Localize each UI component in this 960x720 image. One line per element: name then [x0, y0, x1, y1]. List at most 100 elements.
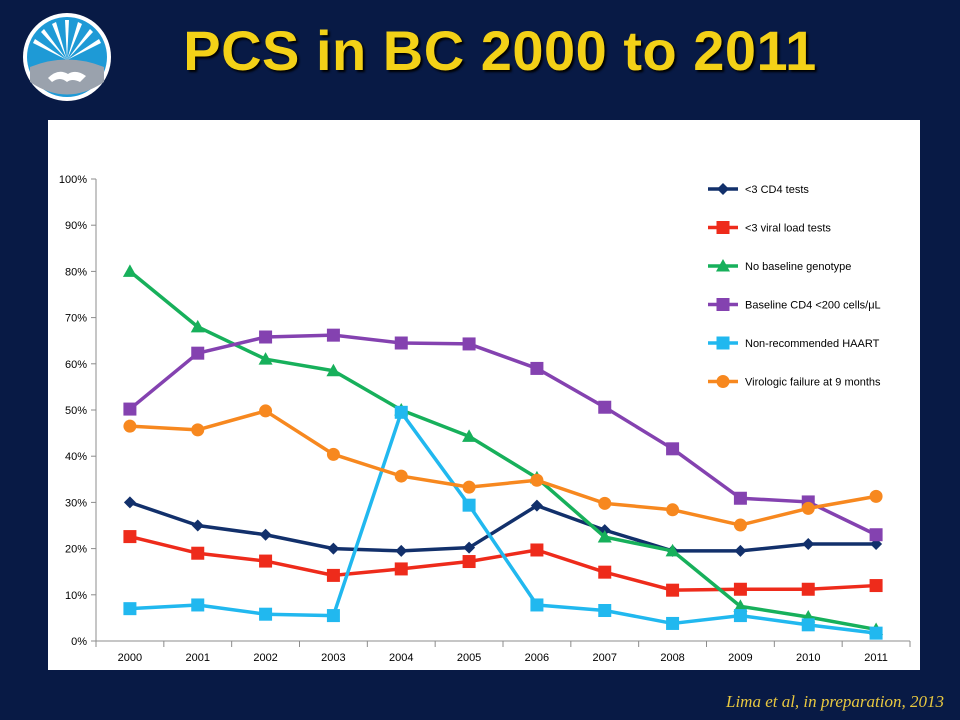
x-tick-label: 2000	[118, 652, 142, 664]
legend-entry: Baseline CD4 <200 cells/μL	[708, 298, 881, 312]
y-tick-label: 0%	[71, 636, 87, 648]
data-point	[462, 480, 476, 494]
organization-logo	[23, 13, 111, 101]
legend-marker	[716, 336, 730, 350]
data-point	[258, 352, 273, 365]
data-point	[191, 546, 205, 560]
data-point	[394, 336, 408, 350]
legend-label: Baseline CD4 <200 cells/μL	[745, 300, 881, 312]
data-point	[666, 616, 680, 630]
series-line	[128, 270, 877, 632]
legend-entry: No baseline genotype	[708, 259, 851, 273]
data-point	[394, 469, 408, 483]
data-point	[259, 404, 273, 418]
data-point	[530, 598, 544, 612]
chart-panel: 0% 10% 20% 30% 40% 50% 60% 70% 80% 90% 100% 2000 200…	[48, 120, 920, 670]
data-point	[733, 491, 747, 505]
data-point	[326, 447, 340, 461]
data-point	[326, 328, 340, 342]
data-point	[394, 405, 408, 419]
legend-label: Non-recommended HAART	[745, 338, 880, 350]
data-point	[259, 528, 272, 541]
data-point	[530, 499, 543, 512]
series-3-viral-load-tests	[123, 530, 883, 597]
legend-marker	[716, 259, 730, 272]
slide-title: PCS in BC 2000 to 2011	[183, 19, 817, 82]
line-chart: 0% 10% 20% 30% 40% 50% 60% 70% 80% 90% 100% 2000 200…	[59, 174, 911, 664]
data-point	[666, 442, 680, 456]
data-point	[123, 419, 137, 433]
legend-label: <3 CD4 tests	[745, 184, 809, 196]
data-point	[598, 604, 612, 618]
y-tick-label: 100%	[59, 174, 87, 186]
data-point	[666, 503, 680, 517]
legend-label: <3 viral load tests	[745, 223, 831, 235]
data-point	[801, 582, 815, 596]
series-line	[129, 409, 877, 527]
data-point	[869, 626, 883, 640]
data-point	[191, 519, 204, 532]
data-point	[462, 498, 476, 512]
citation: Lima et al, in preparation, 2013	[725, 692, 944, 711]
x-tick-label: 2011	[864, 652, 888, 664]
data-point	[462, 337, 476, 351]
legend-label: No baseline genotype	[745, 261, 851, 273]
legend-entry: Virologic failure at 9 months	[708, 375, 881, 389]
data-point	[259, 554, 273, 568]
data-point	[123, 530, 137, 544]
series-line	[128, 333, 877, 537]
data-point	[869, 579, 883, 593]
data-point	[598, 496, 612, 510]
legend-entry: <3 viral load tests	[708, 221, 831, 235]
series-no-baseline-genotype	[122, 264, 884, 635]
data-point	[190, 319, 205, 333]
data-point	[734, 544, 747, 557]
legend-marker	[717, 183, 729, 195]
data-point	[870, 537, 883, 550]
data-point	[191, 346, 205, 360]
data-point	[530, 361, 544, 375]
data-point	[123, 496, 136, 509]
data-point	[733, 582, 747, 596]
data-point	[259, 330, 273, 344]
y-tick-label: 60%	[65, 359, 87, 371]
data-point	[530, 543, 544, 557]
series-3-cd4-tests	[123, 496, 883, 557]
series-virologic-failure-at-9-months	[123, 404, 883, 532]
data-point	[802, 537, 815, 550]
legend-marker	[716, 298, 730, 311]
sun-rays-icon	[33, 20, 101, 60]
data-point	[327, 542, 340, 555]
data-point	[665, 543, 680, 557]
y-tick-label: 40%	[65, 451, 87, 463]
data-point	[259, 607, 273, 621]
y-tick-label: 70%	[65, 313, 87, 325]
legend-label: Virologic failure at 9 months	[745, 377, 881, 389]
data-point	[462, 429, 477, 442]
data-point	[122, 264, 137, 277]
data-point	[462, 555, 476, 569]
data-point	[326, 363, 341, 377]
data-point	[801, 618, 815, 632]
data-point	[598, 400, 612, 414]
x-tick-label: 2005	[457, 652, 481, 664]
series-non-recommended-haart	[123, 405, 883, 640]
data-point	[733, 609, 747, 623]
legend-marker	[716, 221, 730, 234]
data-point	[463, 541, 476, 554]
y-tick-label: 50%	[65, 405, 87, 417]
series-line	[129, 534, 877, 592]
data-point	[123, 602, 137, 616]
x-tick-label: 2003	[321, 652, 345, 664]
x-tick-label: 2002	[253, 652, 277, 664]
data-point	[530, 473, 544, 487]
data-point	[326, 568, 340, 582]
y-tick-label: 20%	[65, 544, 87, 556]
data-point	[869, 489, 883, 503]
data-point	[326, 609, 340, 623]
y-tick-label: 30%	[65, 497, 87, 509]
legend-entry: <3 CD4 tests	[708, 183, 809, 196]
data-point	[395, 544, 408, 557]
y-tick-label: 90%	[65, 220, 87, 232]
data-point	[597, 530, 612, 543]
